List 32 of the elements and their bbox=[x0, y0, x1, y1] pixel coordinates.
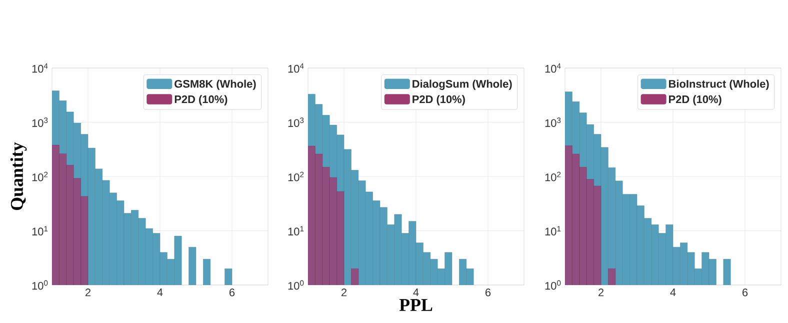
x-tick-label: 2 bbox=[598, 288, 604, 296]
x-tick-label: 2 bbox=[342, 288, 346, 296]
y-tick-label: 10$^{3}$ bbox=[545, 118, 561, 127]
y-tick-label: 10$^{4}$ bbox=[288, 63, 304, 73]
y-tick-label: 10$^{0}$ bbox=[32, 280, 48, 290]
legend-label: DialogSum (Whole) bbox=[412, 80, 512, 90]
y-tick-label: 10$^{3}$ bbox=[32, 118, 48, 127]
y-tick-label: 10$^{1}$ bbox=[288, 226, 304, 236]
y-tick-label: 10$^{2}$ bbox=[288, 172, 304, 182]
x-tick-label: 2 bbox=[86, 288, 90, 296]
y-tick-label: 10$^{1}$ bbox=[545, 226, 561, 236]
legend-label: P2D (10%) bbox=[669, 95, 722, 106]
y-axis-title: Quantity bbox=[10, 142, 27, 210]
legend-label: BioInstruct (Whole) bbox=[669, 80, 769, 90]
x-axis-title: PPL bbox=[399, 299, 432, 311]
x-tick-label: 6 bbox=[486, 288, 491, 296]
x-tick-label: 6 bbox=[742, 288, 748, 296]
x-tick-label: 4 bbox=[670, 288, 676, 296]
y-tick-label: 10$^{2}$ bbox=[32, 172, 48, 182]
y-tick-label: 10$^{2}$ bbox=[545, 172, 561, 182]
y-tick-label: 10$^{4}$ bbox=[545, 63, 561, 73]
x-tick-label: 4 bbox=[413, 288, 419, 296]
y-tick-label: 10$^{0}$ bbox=[545, 280, 561, 290]
legend-label: P2D (10%) bbox=[412, 95, 465, 106]
x-tick-label: 4 bbox=[157, 288, 163, 296]
legend-label: GSM8K (Whole) bbox=[174, 80, 256, 90]
y-tick-label: 10$^{0}$ bbox=[288, 280, 304, 290]
legend-label: P2D (10%) bbox=[174, 95, 228, 106]
y-tick-label: 10$^{3}$ bbox=[288, 118, 304, 127]
y-tick-label: 10$^{1}$ bbox=[32, 226, 48, 236]
y-tick-label: 10$^{4}$ bbox=[32, 63, 48, 73]
x-tick-label: 6 bbox=[230, 288, 235, 296]
